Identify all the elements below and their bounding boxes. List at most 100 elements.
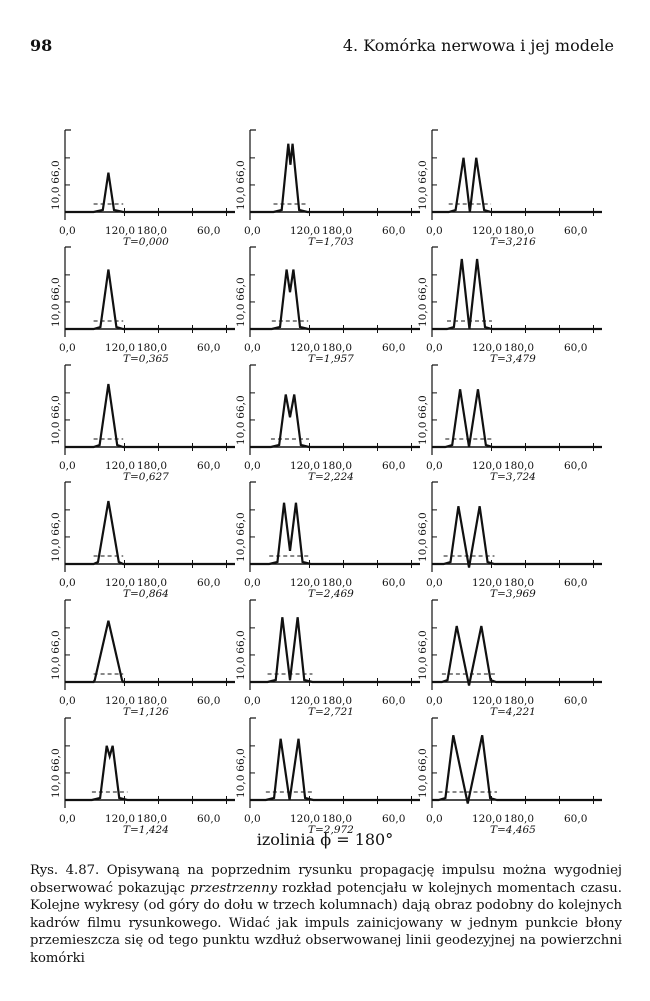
caption-text-after: rozkład potencjału w kolejnych momentach… — [30, 880, 622, 966]
time-label: T=4,465 — [490, 824, 536, 836]
x-tick-label: 60,0 — [197, 460, 220, 472]
x-tick-label: 120,0 — [105, 695, 135, 707]
y-tick-label: 66,0 — [417, 277, 429, 300]
time-label: T=1,126 — [123, 706, 169, 718]
x-tick-label: 0,0 — [244, 695, 261, 707]
y-tick-label: 66,0 — [235, 630, 247, 653]
x-tick-label: 180,0 — [504, 695, 534, 707]
figure-panels: 10,066,00,0 120,0 180,0 60,0T=0,00010,066,0… — [50, 129, 602, 836]
time-label: T=1,957 — [308, 353, 354, 365]
x-tick-label: 60,0 — [564, 225, 587, 237]
pulse-curve — [250, 143, 420, 214]
x-tick-label: 120,0 — [472, 695, 502, 707]
pulse-curve — [432, 625, 602, 686]
page-number: 98 — [30, 36, 53, 55]
x-tick-label: 0,0 — [59, 695, 76, 707]
y-tick-label: 66,0 — [417, 630, 429, 653]
x-tick-label: 180,0 — [322, 813, 352, 825]
time-label: T=0,365 — [123, 353, 169, 365]
x-tick-label: 0,0 — [244, 813, 261, 825]
pulse-curve — [250, 394, 420, 449]
caption-emphasis: przestrzenny — [190, 880, 278, 896]
x-tick-label: 120,0 — [290, 813, 320, 825]
y-tick-label: 10,0 — [50, 187, 62, 210]
x-tick-label: 120,0 — [290, 460, 320, 472]
pulse-curve — [250, 738, 420, 802]
x-tick-label: 0,0 — [244, 225, 261, 237]
x-tick-label: 180,0 — [137, 577, 167, 589]
y-tick-label: 10,0 — [417, 422, 429, 445]
y-tick-label: 10,0 — [50, 304, 62, 327]
y-tick-label: 10,0 — [235, 422, 247, 445]
x-tick-label: 120,0 — [105, 813, 135, 825]
x-tick-label: 120,0 — [105, 342, 135, 354]
x-tick-label: 180,0 — [322, 577, 352, 589]
x-tick-label: 0,0 — [426, 460, 443, 472]
x-tick-label: 60,0 — [382, 695, 405, 707]
x-tick-label: 180,0 — [504, 342, 534, 354]
time-label: T=0,000 — [123, 236, 169, 248]
pulse-curve — [432, 258, 602, 331]
x-tick-label: 0,0 — [426, 577, 443, 589]
x-tick-label: 180,0 — [504, 225, 534, 237]
x-tick-label: 120,0 — [290, 342, 320, 354]
x-tick-label: 0,0 — [426, 225, 443, 237]
x-tick-label: 180,0 — [137, 695, 167, 707]
time-label: T=1,424 — [123, 824, 169, 836]
x-tick-label: 0,0 — [426, 342, 443, 354]
x-tick-label: 0,0 — [59, 577, 76, 589]
y-tick-label: 10,0 — [235, 187, 247, 210]
y-tick-label: 66,0 — [417, 160, 429, 183]
x-tick-label: 180,0 — [322, 695, 352, 707]
y-tick-label: 10,0 — [235, 539, 247, 562]
y-tick-label: 66,0 — [417, 512, 429, 535]
x-tick-label: 60,0 — [564, 695, 587, 707]
y-tick-label: 66,0 — [50, 512, 62, 535]
x-tick-label: 120,0 — [105, 225, 135, 237]
x-tick-label: 180,0 — [137, 342, 167, 354]
x-tick-label: 120,0 — [472, 342, 502, 354]
x-tick-label: 0,0 — [244, 577, 261, 589]
time-label: T=1,703 — [308, 236, 354, 248]
x-tick-label: 180,0 — [504, 577, 534, 589]
pulse-curve — [250, 617, 420, 684]
x-tick-label: 180,0 — [137, 225, 167, 237]
x-tick-label: 60,0 — [197, 813, 220, 825]
pulse-curve — [432, 506, 602, 568]
pulse-curve — [65, 383, 235, 449]
caption-label: Rys. 4.87. — [30, 863, 100, 878]
x-tick-label: 120,0 — [290, 577, 320, 589]
x-tick-label: 60,0 — [382, 813, 405, 825]
x-tick-label: 60,0 — [197, 225, 220, 237]
pulse-curve — [432, 735, 602, 804]
y-tick-label: 10,0 — [235, 657, 247, 680]
x-tick-label: 60,0 — [564, 342, 587, 354]
time-label: T=4,221 — [490, 706, 536, 718]
y-tick-label: 66,0 — [50, 277, 62, 300]
y-tick-label: 10,0 — [417, 304, 429, 327]
y-tick-label: 66,0 — [235, 748, 247, 771]
caption-text-before: Opisywaną na poprzednim rysunku propagac… — [30, 863, 622, 896]
y-tick-label: 10,0 — [417, 187, 429, 210]
y-tick-label: 66,0 — [50, 160, 62, 183]
y-tick-label: 10,0 — [235, 775, 247, 798]
x-tick-label: 60,0 — [564, 813, 587, 825]
y-tick-label: 66,0 — [235, 277, 247, 300]
y-tick-label: 66,0 — [417, 395, 429, 418]
time-label: T=0,627 — [123, 471, 169, 483]
pulse-curve — [432, 389, 602, 449]
pulse-curve — [432, 157, 602, 214]
x-tick-label: 180,0 — [504, 813, 534, 825]
y-tick-label: 66,0 — [50, 748, 62, 771]
x-tick-label: 180,0 — [504, 460, 534, 472]
x-tick-label: 120,0 — [290, 225, 320, 237]
time-label: T=3,969 — [490, 588, 536, 600]
x-tick-label: 0,0 — [426, 813, 443, 825]
x-tick-label: 120,0 — [472, 460, 502, 472]
y-tick-label: 10,0 — [50, 539, 62, 562]
time-label: T=2,721 — [308, 706, 354, 718]
pulse-curve — [65, 500, 235, 566]
pulse-curve — [250, 269, 420, 331]
x-tick-label: 120,0 — [290, 695, 320, 707]
y-tick-label: 10,0 — [50, 775, 62, 798]
